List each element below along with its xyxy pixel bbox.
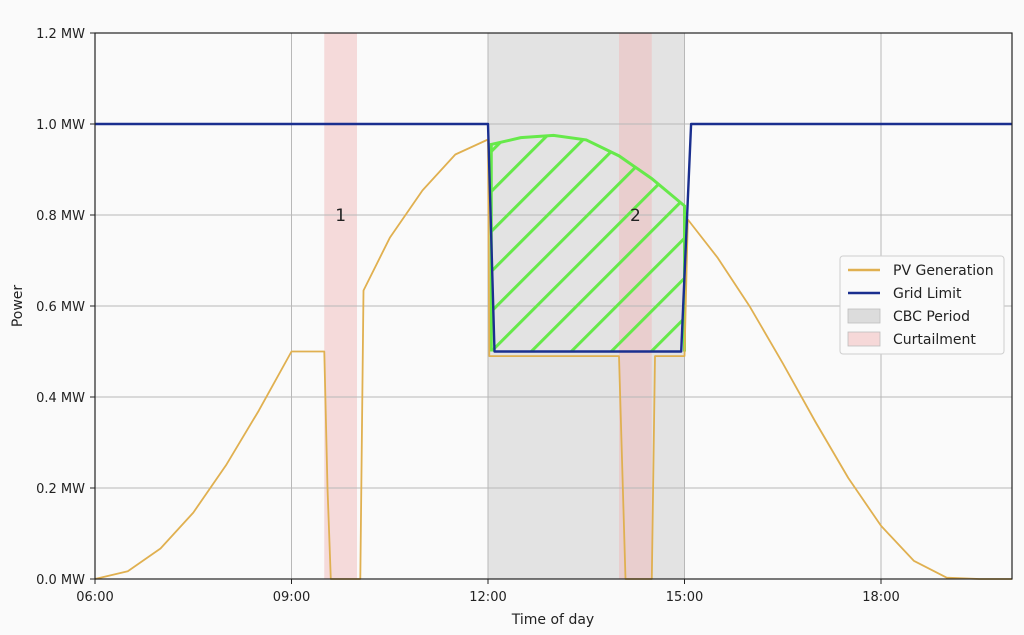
legend: PV Generation Grid Limit CBC Period Curtail… bbox=[839, 255, 1005, 355]
hatch-outline bbox=[489, 133, 686, 352]
y-tick-label-1: 0.2 MW bbox=[36, 482, 85, 497]
series-layer bbox=[94, 122, 1012, 580]
hatch-stroke bbox=[550, 135, 685, 352]
x-axis-label: Time of day bbox=[511, 612, 594, 628]
x-tick-label-3: 15:00 bbox=[666, 590, 703, 605]
hatch-stroke bbox=[491, 135, 613, 352]
y-tick-label-6: 1.2 MW bbox=[36, 27, 85, 42]
x-tick-label-1: 09:00 bbox=[273, 590, 310, 605]
y-axis-label: Power bbox=[10, 285, 26, 328]
x-tick-label-0: 06:00 bbox=[76, 590, 113, 605]
legend-label-grid-limit: Grid Limit bbox=[893, 286, 962, 302]
hatch-stroke bbox=[590, 135, 685, 352]
y-tick-label-5: 1.0 MW bbox=[36, 118, 85, 133]
annotation-1: 1 bbox=[335, 206, 346, 226]
series-line-grid-limit bbox=[95, 122, 1012, 353]
legend-box bbox=[839, 255, 1005, 355]
series-line-pv-generation bbox=[94, 138, 1012, 580]
legend-swatch-curtailment bbox=[847, 331, 881, 347]
legend-label-pv-generation: PV Generation bbox=[893, 263, 994, 279]
x-tick-label-4: 18:00 bbox=[862, 590, 899, 605]
hatch-stroke bbox=[491, 135, 573, 352]
x-tick-label-2: 12:00 bbox=[469, 590, 506, 605]
y-tick-label-3: 0.6 MW bbox=[36, 300, 85, 315]
y-tick-label-0: 0.0 MW bbox=[36, 573, 85, 588]
y-tick-label-4: 0.8 MW bbox=[36, 209, 85, 224]
hatch-stroke bbox=[491, 135, 653, 352]
legend-label-curtailment: Curtailment bbox=[893, 332, 976, 348]
ticks-layer: 06:00 09:00 12:00 15:00 18:00 0.0 MW 0.2 MW 0.4… bbox=[36, 27, 900, 605]
y-tick-label-2: 0.4 MW bbox=[36, 391, 85, 406]
annotation-2: 2 bbox=[630, 206, 641, 226]
legend-label-cbc-period: CBC Period bbox=[893, 309, 970, 325]
hatch-stroke bbox=[630, 135, 685, 352]
hatch-stroke bbox=[510, 135, 685, 352]
legend-swatch-cbc-period bbox=[847, 308, 881, 324]
hatch-stroke bbox=[491, 135, 685, 352]
